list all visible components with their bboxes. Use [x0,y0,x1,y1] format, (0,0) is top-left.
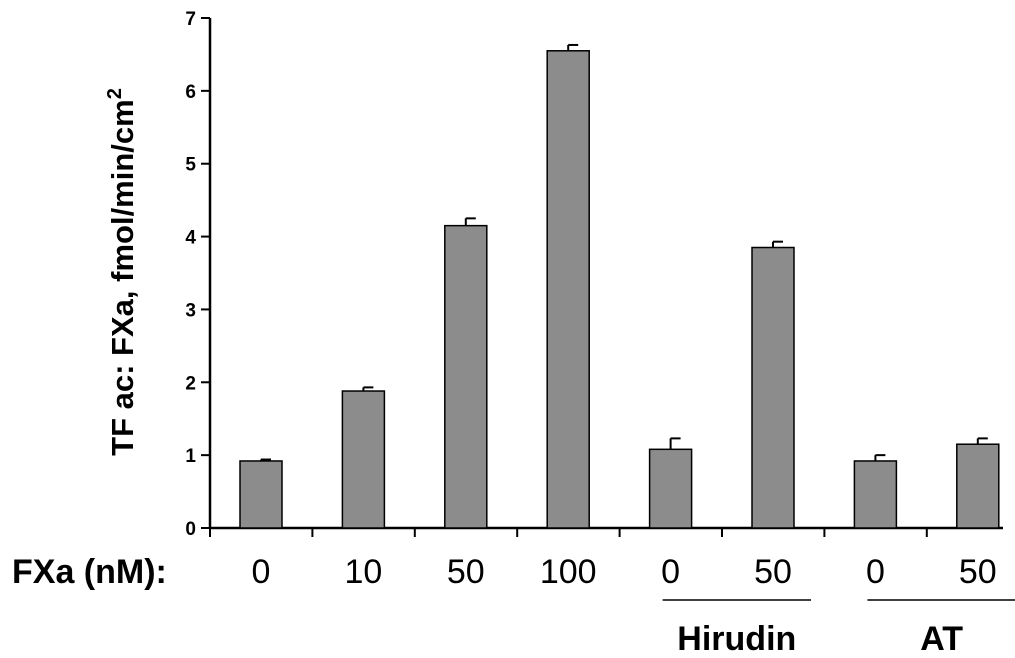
x-tick-label: 50 [754,553,792,591]
bar [853,460,898,529]
x-tick-label: 50 [959,553,997,591]
y-tick-label: 3 [185,300,196,321]
y-axis-label-main: TF ac: FXa, fmol/min/cm [105,99,140,456]
bar [956,443,1000,529]
bar [546,50,590,529]
y-axis-label: TF ac: FXa, fmol/min/cm2 [104,88,140,456]
y-tick-label: 2 [185,373,196,394]
category-labels: 0 10 50 100 0 50 0 50 [252,553,997,591]
group-label: AT [920,620,963,658]
x-axis-prefix-label: FXa (nM): [12,553,167,591]
y-tick-label: 0 [185,519,196,540]
bars [239,43,1000,529]
x-tick-label: 50 [447,553,485,591]
bar [341,390,386,529]
x-tick-label: 0 [252,553,271,591]
bar [239,460,283,529]
y-tick-label: 4 [185,228,196,249]
x-tick-label: 0 [661,553,680,591]
group-brackets: Hirudin AT [662,599,1015,658]
x-tick-label: 10 [344,553,382,591]
y-axis-label-superscript: 2 [104,88,126,99]
group-label: Hirudin [677,620,796,658]
y-tick-label: 6 [185,82,196,103]
y-tick-label: 1 [185,446,196,467]
bar [648,448,693,529]
bar [444,224,488,529]
x-tick-label: 100 [540,553,597,591]
y-tick-label: 5 [185,155,196,176]
bar [751,246,795,529]
y-tick-label: 7 [185,9,196,30]
x-tick-label: 0 [866,553,885,591]
